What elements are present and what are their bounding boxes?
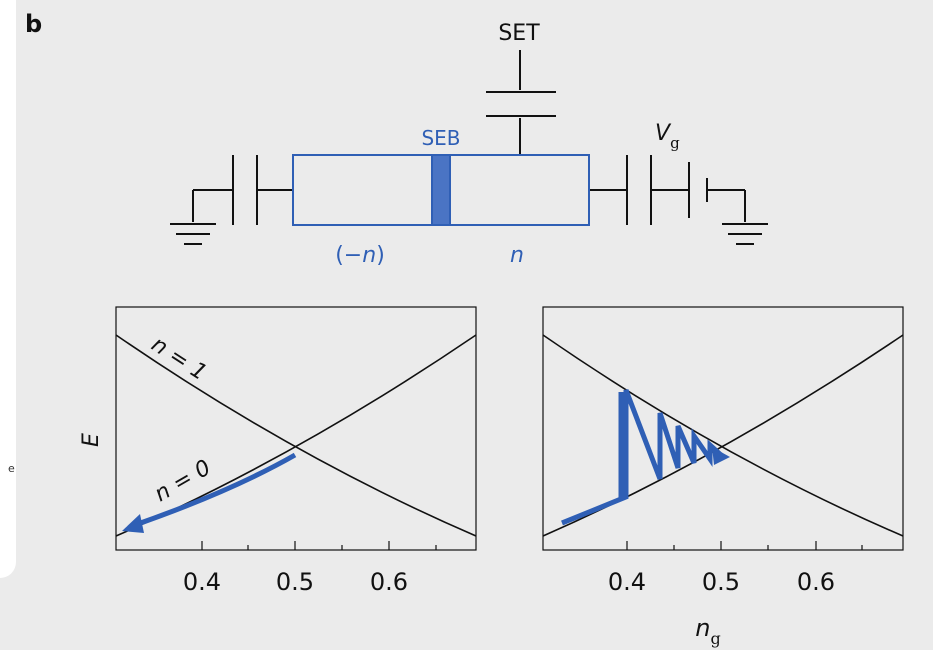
- edge-text: e: [8, 462, 15, 475]
- circuit-schematic: [170, 50, 768, 245]
- seb-label: SEB: [421, 126, 460, 150]
- right-plot-frame: [542, 306, 904, 551]
- panel-label: b: [25, 10, 43, 38]
- seb-barrier: [431, 154, 451, 226]
- right-arrow-head: [712, 447, 730, 465]
- right-xtick-label-2: 0.6: [797, 568, 835, 596]
- left-xtick-label-2: 0.6: [370, 568, 408, 596]
- right-xtick-label-0: 0.4: [608, 568, 646, 596]
- right-xtick-label-1: 0.5: [702, 568, 740, 596]
- right-plot: 0.4 0.5 0.6 ng: [542, 306, 904, 648]
- right-sawtooth-path: [561, 389, 724, 526]
- right-island-label: n: [510, 243, 524, 268]
- left-plot-frame: [115, 306, 477, 551]
- right-xlabel: ng: [695, 614, 720, 648]
- right-curve-n1: [542, 334, 904, 537]
- left-plot: n = 1 n = 0 E 0.4 0.5 0.6: [79, 306, 477, 596]
- left-xtick-label-1: 0.5: [276, 568, 314, 596]
- left-margin-strip: [0, 0, 16, 578]
- left-arrow-head: [122, 514, 144, 533]
- left-annotation-n1: n = 1: [147, 332, 211, 386]
- left-arrow-path: [131, 452, 297, 529]
- left-ylabel: E: [79, 433, 104, 447]
- vg-label: Vg: [655, 121, 680, 152]
- right-curve-n0: [542, 334, 904, 537]
- left-xtick-label-0: 0.4: [183, 568, 221, 596]
- set-label: SET: [498, 21, 540, 46]
- left-island-label: (−n): [335, 243, 385, 268]
